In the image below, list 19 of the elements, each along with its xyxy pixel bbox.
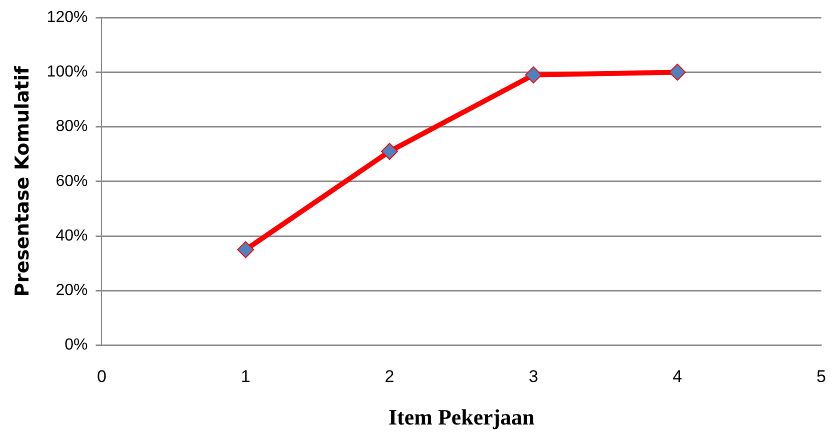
y-axis-title: Presentase Komulatif [11, 65, 34, 297]
y-tick-label: 0% [64, 336, 88, 354]
x-tick-label: 0 [96, 367, 106, 386]
x-tick-label: 5 [816, 367, 826, 386]
point [668, 64, 686, 81]
point [381, 142, 398, 160]
point [237, 241, 254, 258]
x-tick-label: 3 [528, 367, 538, 386]
x-tick-label: 2 [384, 367, 394, 386]
y-tick-label: 40% [56, 227, 88, 244]
y-tick-label: 60% [56, 172, 88, 190]
y-tick-label: 80% [56, 118, 88, 136]
y-tick-label: 100% [46, 64, 88, 81]
y-tick-label: 20% [56, 282, 88, 300]
point [524, 66, 542, 84]
x-tick-label: 4 [672, 367, 682, 386]
x-tick-label: 1 [240, 367, 250, 386]
x-axis-title: Item Pekerjaan [388, 404, 535, 430]
y-tick-label: 120% [46, 9, 88, 26]
